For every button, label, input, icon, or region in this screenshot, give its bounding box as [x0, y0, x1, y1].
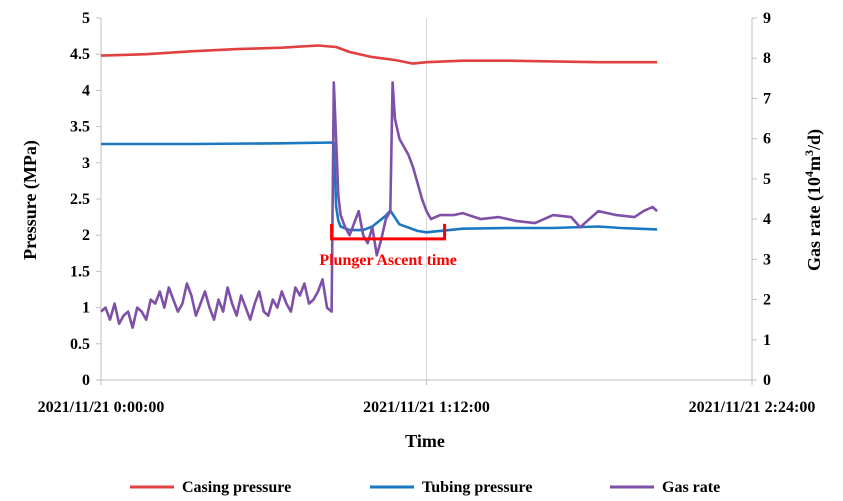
y-right-tick-label: 9	[763, 10, 771, 27]
plunger-bracket	[330, 223, 447, 241]
y-tick-label: 1.5	[70, 263, 90, 280]
series-line-tubing-pressure	[101, 141, 658, 234]
y-tick-label: 3.5	[70, 119, 90, 136]
y-tick-label: 4	[82, 82, 90, 99]
y-right-tick-label: 3	[763, 251, 771, 268]
y-axis-right-title-part: /d)	[804, 129, 825, 151]
y-tick-label: 2	[82, 227, 90, 244]
tick-labels: 0 0.5 1 1.5 2 2.5 3 3.5 4 4.5 5 0 1 2 3 4 5 6 7 8 9 2021/11/2…	[38, 10, 816, 416]
y-right-tick-label: 4	[763, 211, 771, 228]
y-right-tick-label: 6	[763, 131, 771, 148]
legend-label: Tubing pressure	[422, 479, 532, 496]
annotation: Plunger Ascent time	[319, 223, 457, 269]
series-lines	[100, 44, 658, 330]
x-axis-title: Time	[405, 431, 445, 451]
y-axis-right-title-part: m	[804, 156, 824, 171]
y-axis-right-title-part: 3	[802, 150, 816, 156]
y-tick-label: 3	[82, 155, 90, 172]
legend: Casing pressure Tubing pressure Gas rate	[130, 479, 720, 496]
y-axis-right-title-part: 4	[802, 171, 816, 177]
y-right-tick-label: 5	[763, 171, 771, 188]
x-tick-label: 2021/11/21 1:12:00	[363, 399, 490, 416]
y-tick-label: 1	[82, 300, 90, 317]
y-right-tick-label: 7	[763, 90, 771, 107]
y-tick-label: 0.5	[70, 336, 90, 353]
y-tick-label: 5	[82, 10, 90, 27]
y-tick-label: 4.5	[70, 46, 90, 63]
y-right-tick-label: 2	[763, 292, 771, 309]
y-right-tick-label: 0	[763, 372, 771, 389]
y-axis-title: Pressure (MPa)	[20, 140, 41, 260]
series-line-casing-pressure	[100, 44, 658, 65]
y-right-tick-label: 1	[763, 332, 771, 349]
legend-label: Gas rate	[662, 479, 720, 496]
y-tick-label: 2.5	[70, 191, 90, 208]
series-line-gas-rate	[100, 81, 658, 330]
annotation-label: Plunger Ascent time	[319, 252, 456, 269]
legend-label: Casing pressure	[182, 479, 291, 496]
y-right-tick-label: 8	[763, 50, 771, 67]
x-tick-label: 2021/11/21 2:24:00	[689, 399, 816, 416]
x-tick-label: 2021/11/21 0:00:00	[38, 399, 165, 416]
y-tick-label: 0	[82, 372, 90, 389]
axes	[96, 17, 757, 385]
y-axis-right-title-part: Gas rate (10	[804, 177, 825, 271]
y-axis-right-title: Gas rate (104m3/d)	[802, 129, 825, 271]
